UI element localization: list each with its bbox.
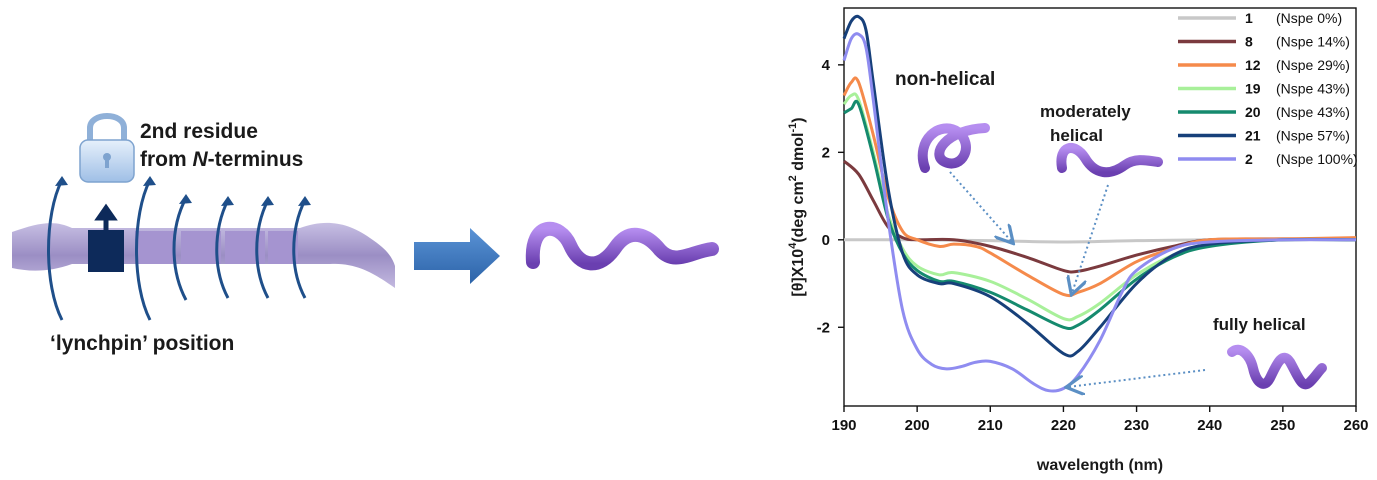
arrow-moderately-helical: [1072, 184, 1109, 293]
legend-name-19: (Nspe 43%): [1276, 81, 1350, 97]
legend-id-1: 1: [1245, 10, 1253, 26]
series-line-8: [842, 159, 1357, 274]
legend-id-21: 21: [1245, 128, 1261, 144]
legend-name-21: (Nspe 57%): [1276, 128, 1350, 144]
legend-id-20: 20: [1245, 104, 1261, 120]
legend-name-12: (Nspe 29%): [1276, 57, 1350, 73]
x-tick-label: 230: [1124, 417, 1149, 434]
legend-id-8: 8: [1245, 34, 1253, 50]
partial-helix-icon: [1056, 143, 1163, 178]
y-tick-label: 2: [822, 144, 830, 161]
series-lines: [842, 14, 1357, 393]
full-helix-icon: [1227, 344, 1327, 390]
y-axis-ticks: -2 0 2 4: [817, 57, 844, 336]
peptide-schematic: 2nd residue from N-terminus ‘lynchpin’ p…: [12, 113, 395, 355]
legend-id-12: 12: [1245, 57, 1261, 73]
residue-label-line2: from N-terminus: [140, 148, 303, 171]
series-line-20: [843, 99, 1357, 330]
transition-arrow: [414, 228, 500, 284]
legend-name-8: (Nspe 14%): [1276, 34, 1350, 50]
x-tick-label: 260: [1343, 417, 1368, 434]
annotation-moderately-line1: moderately: [1040, 102, 1131, 121]
x-tick-label: 190: [831, 417, 856, 434]
y-tick-label: 4: [822, 57, 831, 74]
lynchpin-position-label: ‘lynchpin’ position: [50, 332, 234, 355]
x-axis-label: wavelength (nm): [1036, 457, 1163, 474]
lynchpin-residue-block: [88, 230, 124, 272]
helix-tube-icon: [525, 221, 719, 271]
lynchpin-up-arrow: [94, 203, 118, 230]
x-tick-label: 220: [1051, 417, 1076, 434]
x-tick-label: 240: [1197, 417, 1222, 434]
x-tick-label: 210: [978, 417, 1003, 434]
legend: 1 (Nspe 0%) 8 (Nspe 14%) 12 (Nspe 29%) 19 (Nspe…: [1178, 10, 1358, 167]
legend-name-1: (Nspe 0%): [1276, 10, 1342, 26]
rotation-arc-heads: [55, 176, 311, 206]
plot-frame: [843, 7, 1357, 407]
x-axis-ticks: 190 200 210 220 230 240 250 260: [831, 406, 1369, 434]
annotation-moderately-line2: helical: [1050, 126, 1103, 145]
rotation-arcs: [47, 179, 307, 321]
legend-id-19: 19: [1245, 81, 1261, 97]
x-tick-label: 250: [1270, 417, 1295, 434]
series-line-21: [842, 14, 1357, 358]
y-tick-label: 0: [822, 232, 830, 249]
legend-name-2: (Nspe 100%): [1276, 151, 1358, 167]
x-tick-label: 200: [905, 417, 930, 434]
arrow-non-helical: [949, 171, 1012, 242]
annotation-non-helical: non-helical: [895, 69, 995, 90]
lock-icon: [79, 113, 135, 183]
series-line-2: [842, 32, 1357, 393]
y-axis-label: [θ]X104(deg cm2 dmol-1): [787, 117, 807, 296]
y-tick-label: -2: [817, 319, 830, 336]
legend-name-20: (Nspe 43%): [1276, 104, 1350, 120]
random-coil-icon: [917, 123, 990, 173]
annotation-fully-helical: fully helical: [1213, 315, 1306, 334]
legend-id-2: 2: [1245, 151, 1253, 167]
arrow-fully-helical: [1068, 369, 1206, 387]
residue-label-line1: 2nd residue: [140, 120, 258, 143]
